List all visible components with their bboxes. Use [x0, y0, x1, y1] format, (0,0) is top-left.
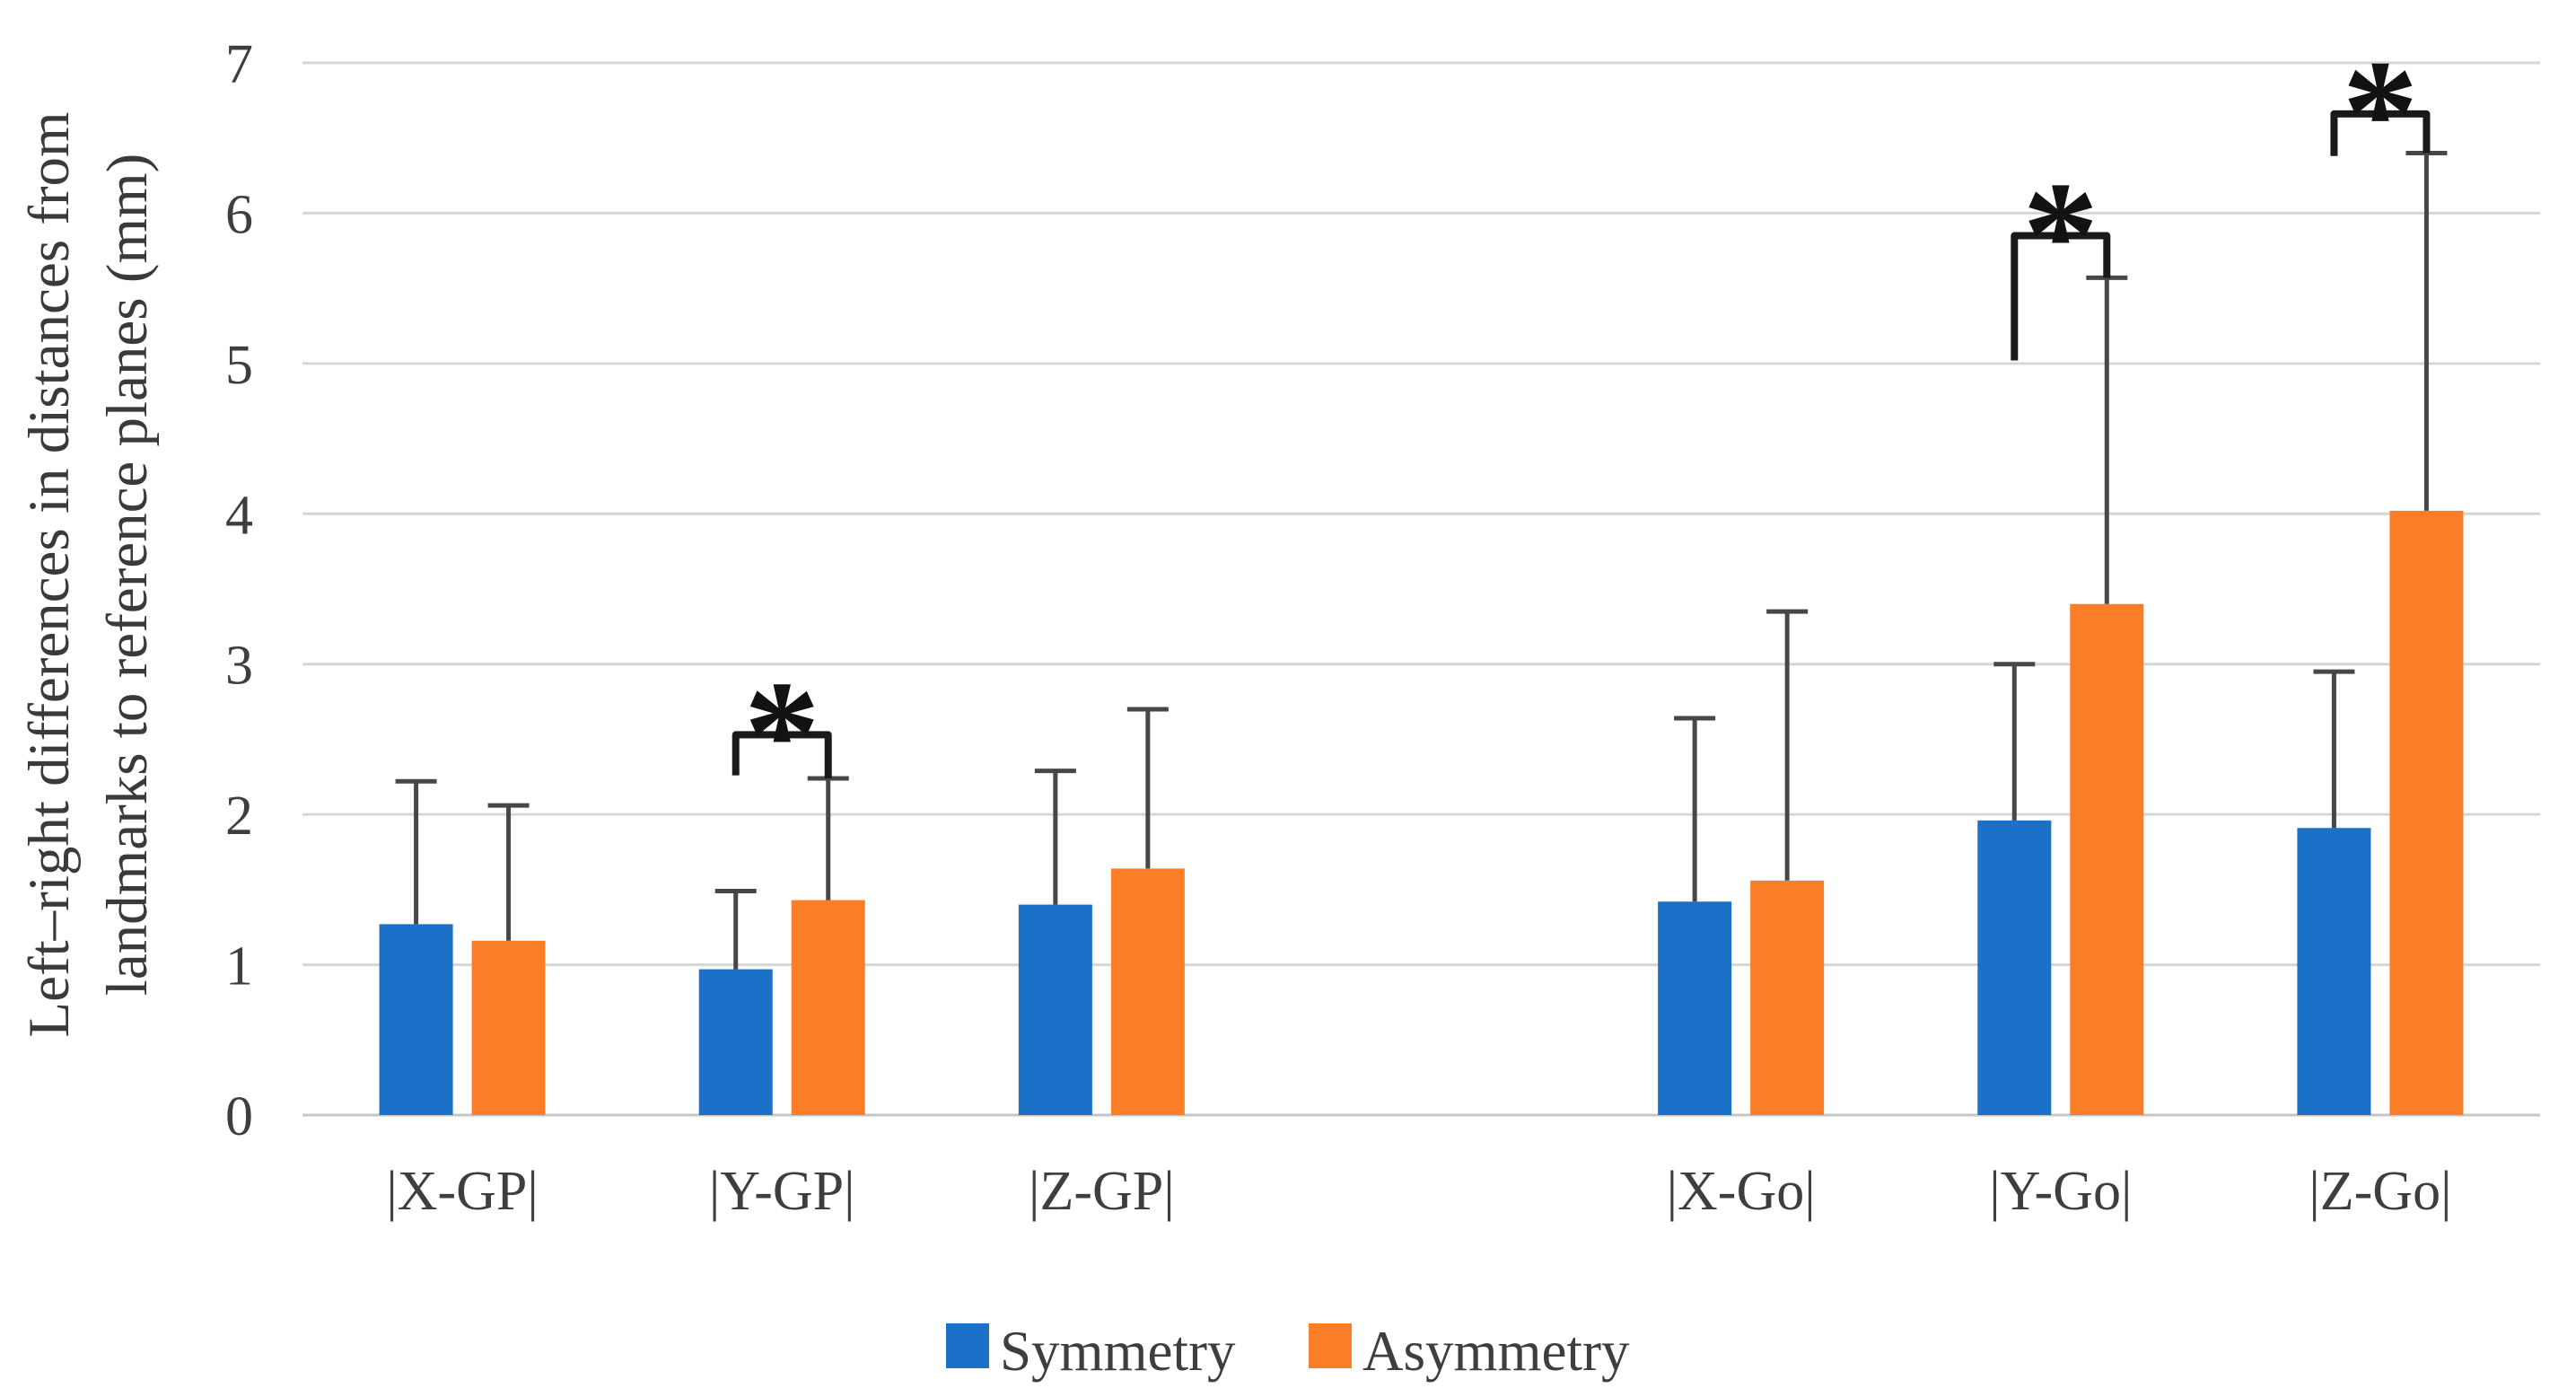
bar-symmetry-z-go: [2297, 828, 2371, 1115]
y-tick-label-6: 6: [225, 184, 253, 245]
y-tick-label-5: 5: [225, 335, 253, 396]
y-tick-label-2: 2: [225, 786, 253, 847]
y-tick-label-7: 7: [225, 34, 253, 95]
significance-brackets: * * *: [732, 29, 2431, 818]
bar-asymmetry-x-gp: [471, 940, 546, 1115]
legend-swatch-asymmetry: [1309, 1323, 1352, 1368]
y-axis-tick-labels: 0 1 2 3 4 5 6 7: [225, 34, 253, 1147]
legend-swatch-symmetry: [946, 1323, 989, 1368]
bar-symmetry-y-go: [1977, 820, 2052, 1115]
x-category-label-y-go: |Y-Go|: [1989, 1161, 2132, 1222]
legend-label-symmetry: Symmetry: [1000, 1320, 1236, 1383]
significance-asterisk-z-go: *: [2342, 29, 2418, 198]
bar-symmetry-z-gp: [1018, 904, 1092, 1115]
x-category-label-y-gp: |Y-GP|: [709, 1161, 855, 1222]
legend: Symmetry Asymmetry: [946, 1320, 1630, 1383]
y-tick-label-3: 3: [225, 636, 253, 697]
significance-asterisk-y-go: *: [2022, 151, 2098, 320]
bar-symmetry-x-go: [1658, 901, 1732, 1115]
bar-symmetry-y-gp: [698, 969, 773, 1115]
bar-symmetry-x-gp: [379, 924, 453, 1115]
x-category-label-z-go: |Z-Go|: [2309, 1161, 2451, 1222]
significance-asterisk-y-gp: *: [744, 649, 820, 818]
y-axis-title-line-1: Left–right differences in distances from: [17, 111, 82, 1037]
bar-asymmetry-z-gp: [1110, 868, 1185, 1115]
error-bars: [395, 150, 2448, 970]
bar-asymmetry-z-go: [2389, 510, 2464, 1115]
significance-bracket-z-go: [2330, 110, 2431, 156]
legend-label-asymmetry: Asymmetry: [1362, 1320, 1630, 1383]
x-axis-category-labels: |X-GP| |Y-GP| |Z-GP| |X-Go| |Y-Go| |Z-Go|: [386, 1161, 2451, 1222]
y-tick-label-1: 1: [225, 936, 253, 997]
significance-bracket-y-go: [2011, 232, 2111, 361]
bar-asymmetry-y-go: [2070, 603, 2144, 1115]
y-tick-label-0: 0: [225, 1086, 253, 1147]
bar-asymmetry-y-gp: [791, 900, 865, 1115]
y-tick-label-4: 4: [225, 485, 253, 546]
x-category-label-x-go: |X-Go|: [1667, 1161, 1816, 1222]
x-category-label-z-gp: |Z-GP|: [1029, 1161, 1175, 1222]
bars: [379, 510, 2464, 1115]
significance-bracket-y-gp: [732, 731, 832, 778]
bar-asymmetry-x-go: [1750, 880, 1825, 1115]
gridlines: [302, 61, 2540, 1117]
y-axis-title-line-2: landmarks to reference planes (mm): [95, 154, 160, 996]
x-category-label-x-gp: |X-GP|: [386, 1161, 539, 1222]
